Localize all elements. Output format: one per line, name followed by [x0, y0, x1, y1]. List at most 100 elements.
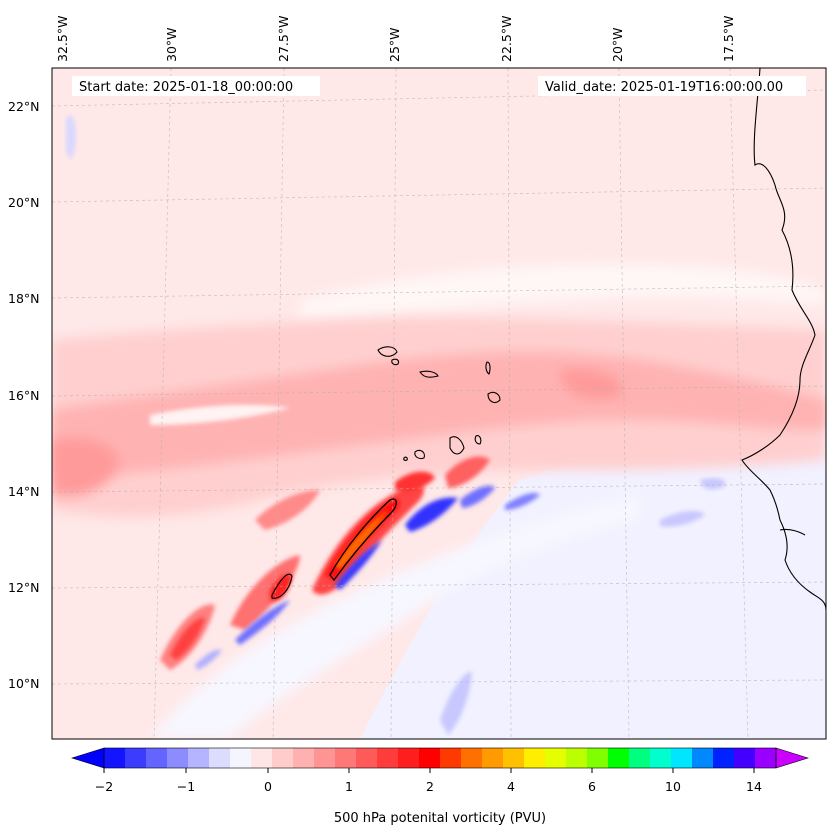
colorbar-segment	[755, 748, 777, 768]
colorbar-over-arrow	[775, 747, 810, 769]
low-pv-region	[360, 420, 826, 739]
colorbar-segment	[251, 748, 273, 768]
pv-streak-mid2	[255, 490, 320, 530]
lon-label-27-5w: 27.5°W	[276, 16, 291, 62]
lon-label-20w: 20°W	[610, 27, 625, 62]
pv-small-core	[270, 574, 292, 602]
colorbar-segment	[377, 748, 399, 768]
lat-label-16n: 16°N	[8, 388, 40, 403]
colorbar-segment	[356, 748, 378, 768]
lon-label-32-5w: 32.5°W	[55, 16, 70, 62]
pv-streak-mid	[230, 555, 300, 630]
colorbar-segment	[314, 748, 336, 768]
colorbar: −2 −1 0 1 2 4 6 10 14 500 hPa potenital …	[70, 747, 810, 826]
colorbar-segment	[482, 748, 504, 768]
colorbar-ticks	[103, 768, 755, 773]
pv-band-west	[52, 438, 120, 497]
neg-pv-streak-main	[335, 540, 382, 590]
lat-label-14n: 14°N	[8, 484, 40, 499]
island-sal	[485, 361, 491, 375]
pv-streak-ne2	[445, 456, 490, 488]
island-sao-vicente	[391, 358, 400, 366]
cb-tick-label: 1	[345, 779, 353, 794]
colorbar-segment	[104, 748, 126, 768]
island-santo-antao	[377, 346, 398, 357]
senegal-gambia-inlet	[779, 528, 806, 536]
neg-pv-streak-ne	[405, 497, 458, 532]
colorbar-frame	[103, 747, 777, 769]
pv-contour-small	[271, 573, 293, 599]
island-maio	[474, 435, 482, 445]
island-sao-nicolau	[419, 370, 439, 378]
lat-label-18n: 18°N	[8, 291, 40, 306]
cb-tick-label: −2	[95, 779, 113, 794]
lat-label-20n: 20°N	[8, 195, 40, 210]
colorbar-segment	[629, 748, 651, 768]
colorbar-under-arrow	[70, 747, 105, 769]
lat-label-22n: 22°N	[8, 99, 40, 114]
lon-label-25w: 25°W	[387, 27, 402, 62]
colorbar-segment	[461, 748, 483, 768]
neg-pv-patch-se	[660, 510, 705, 527]
map-gridlines	[52, 68, 826, 739]
africa-coastline	[741, 68, 826, 611]
lat-label-12n: 12°N	[8, 580, 40, 595]
valid-date-box	[538, 76, 806, 96]
colorbar-segment	[671, 748, 693, 768]
colorbar-segment	[608, 748, 630, 768]
cb-tick-label: −1	[177, 779, 195, 794]
lon-label-22-5w: 22.5°W	[499, 16, 514, 62]
colorbar-segment	[272, 748, 294, 768]
cb-tick-label: 14	[746, 779, 762, 794]
island-brava	[403, 456, 408, 461]
island-boa-vista	[487, 391, 501, 403]
colorbar-segment	[209, 748, 231, 768]
colorbar-segment	[713, 748, 735, 768]
colorbar-segment	[398, 748, 420, 768]
colorbar-segment	[734, 748, 756, 768]
valid-date-text: Valid_date: 2025-01-19T16:00:00.00	[545, 80, 783, 95]
white-streak	[150, 404, 290, 425]
neg-pv-streak-sw	[235, 600, 290, 645]
cape-verde-islands	[271, 346, 501, 599]
colorbar-segment	[125, 748, 147, 768]
colorbar-tick-labels: −2 −1 0 1 2 4 6 10 14	[95, 779, 762, 794]
pv-streak-main-peak	[335, 510, 388, 570]
latitude-labels: 22°N 20°N 18°N 16°N 14°N 12°N 10°N	[8, 99, 40, 691]
colorbar-segment	[146, 748, 168, 768]
cb-tick-label: 2	[426, 779, 434, 794]
lat-label-10n: 10°N	[8, 676, 40, 691]
colorbar-segment	[419, 748, 441, 768]
lon-label-17-5w: 17.5°W	[721, 16, 736, 62]
pv-patch-east	[560, 369, 622, 399]
neg-pv-streak-ne2	[460, 485, 495, 508]
pv-streak-sw-core	[170, 617, 205, 660]
colorbar-segments	[104, 748, 777, 768]
pv-band-medium	[52, 351, 826, 480]
island-santiago	[449, 436, 465, 455]
cb-tick-label: 0	[264, 779, 272, 794]
colorbar-segment	[293, 748, 315, 768]
colorbar-segment	[503, 748, 525, 768]
cb-tick-label: 4	[507, 779, 515, 794]
island-fogo	[414, 449, 425, 460]
colorbar-label: 500 hPa potenital vorticity (PVU)	[334, 811, 546, 826]
neg-pv-patch-s	[440, 671, 472, 735]
colorbar-segment	[587, 748, 609, 768]
map-plot-area[interactable]	[52, 68, 826, 739]
colorbar-segment	[545, 748, 567, 768]
start-date-box	[72, 76, 320, 96]
neg-pv-patch-e	[700, 478, 726, 490]
colorbar-segment	[524, 748, 546, 768]
white-band-north	[300, 263, 826, 320]
coastline	[741, 68, 826, 611]
neg-pv-streak-e	[505, 493, 540, 510]
colorbar-segment	[167, 748, 189, 768]
colorbar-segment	[566, 748, 588, 768]
white-band-south	[150, 495, 640, 739]
colorbar-segment	[188, 748, 210, 768]
pv-contour-high	[329, 498, 397, 582]
colorbar-segment	[692, 748, 714, 768]
cb-tick-label: 6	[588, 779, 596, 794]
